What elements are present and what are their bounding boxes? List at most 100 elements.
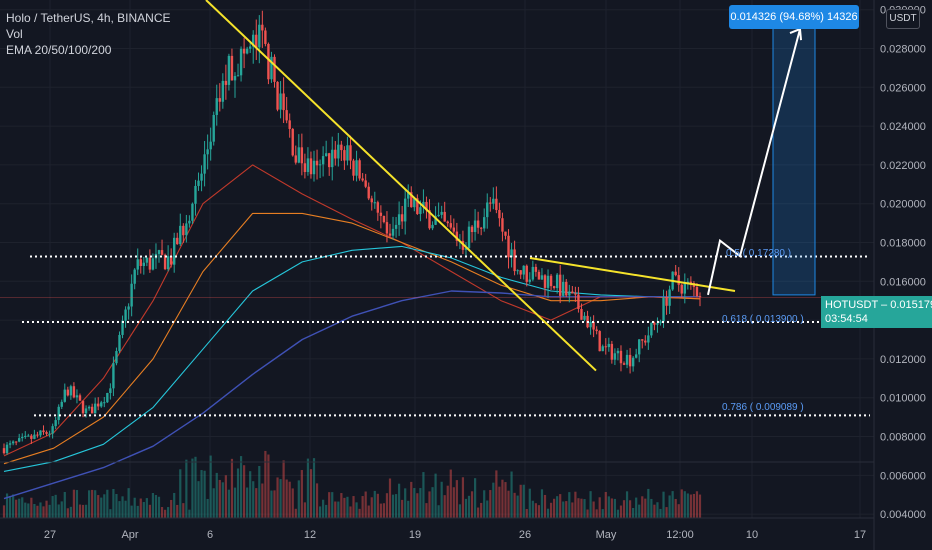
candle-body — [662, 297, 665, 322]
volume-bar — [230, 458, 234, 518]
volume-bar — [54, 494, 57, 518]
candle-body — [677, 275, 680, 285]
volume-bar — [100, 497, 103, 518]
candle-body — [644, 340, 647, 343]
volume-bar — [39, 502, 42, 518]
candle-body — [616, 350, 620, 354]
y-tick-label: 0.016000 — [880, 276, 926, 288]
volume-bar — [522, 484, 525, 518]
volume-bar — [486, 500, 489, 518]
volume-bar — [197, 481, 200, 518]
volume-bar — [379, 503, 382, 518]
candle-body — [142, 262, 146, 267]
candle-body — [583, 315, 586, 320]
candle-body — [221, 80, 225, 102]
volume-bar — [519, 484, 522, 518]
candle-body — [634, 354, 638, 358]
candle-body — [443, 211, 446, 222]
candle-body — [343, 150, 346, 161]
volume-bar — [309, 469, 313, 518]
volume-bar — [112, 489, 115, 518]
volume-bar — [613, 498, 616, 518]
volume-bar — [334, 501, 337, 518]
price-tag-value: 0.015179 — [890, 299, 932, 311]
volume-bar — [243, 465, 246, 518]
volume-bar — [458, 504, 461, 518]
candle-body — [328, 153, 331, 168]
volume-bar — [303, 502, 306, 518]
candle-body — [689, 281, 693, 284]
volume-bar — [559, 494, 562, 518]
volume-bar — [443, 495, 446, 518]
candle-body — [546, 275, 550, 288]
volume-bar — [160, 507, 164, 518]
candle-body — [370, 198, 373, 203]
measure-range-box — [772, 18, 816, 296]
candle-body — [625, 354, 629, 365]
candle-body — [185, 223, 188, 236]
last-price-tag: HOTUSDT – 0.015179 03:54:54 — [821, 296, 932, 328]
candle-body — [580, 308, 583, 320]
volume-bar — [294, 508, 297, 518]
candle-body — [440, 211, 443, 215]
ema-line — [3, 245, 700, 472]
volume-bar — [176, 504, 179, 518]
volume-bar — [498, 486, 501, 518]
candle-body — [631, 357, 635, 367]
y-tick-label: 0.010000 — [880, 393, 926, 405]
candle-body — [163, 254, 167, 270]
volume-bar — [534, 503, 537, 518]
candle-body — [203, 154, 206, 174]
candle-body — [176, 237, 179, 245]
candle-body — [100, 402, 103, 407]
volume-bar — [270, 490, 273, 518]
y-tick-label: 0.020000 — [880, 199, 926, 211]
candle-body — [531, 266, 535, 280]
symbol-title[interactable]: Holo / TetherUS, 4h, BINANCE — [6, 11, 171, 25]
drawing-tools[interactable] — [0, 0, 874, 417]
ema-indicator-label[interactable]: EMA 20/50/100/200 — [6, 43, 112, 57]
candle-body — [449, 223, 452, 228]
volume-bar — [358, 508, 361, 518]
candle-body — [504, 231, 507, 236]
volume-bar — [66, 508, 69, 518]
volume-indicator-label[interactable]: Vol — [6, 27, 23, 41]
volume-bar — [501, 479, 504, 518]
volume-bar — [562, 501, 565, 518]
candle-body — [492, 198, 495, 204]
currency-button[interactable]: USDT — [886, 9, 920, 29]
candle-body — [340, 144, 343, 151]
volume-bar — [103, 494, 106, 518]
volume-bar — [410, 481, 413, 518]
candle-body — [604, 346, 607, 348]
volume-bar — [525, 509, 528, 518]
volume-bar — [367, 505, 370, 518]
volume-bar — [589, 491, 592, 518]
volume-bar — [127, 488, 130, 518]
volume-bar — [264, 450, 267, 518]
candle-body — [680, 284, 683, 294]
volume-bar — [413, 488, 416, 518]
volume-bar — [586, 509, 589, 518]
candle-body — [479, 227, 483, 229]
volume-bar — [659, 508, 662, 518]
volume-bar — [583, 499, 586, 518]
volume-bar — [662, 491, 665, 518]
candle-body — [173, 237, 176, 265]
volume-bar — [136, 505, 139, 518]
volume-bar — [507, 490, 510, 518]
candle-body — [297, 147, 301, 163]
volume-bar — [504, 482, 507, 518]
y-tick-label: 0.004000 — [880, 509, 926, 521]
candle-body — [486, 202, 489, 218]
volume-bar — [343, 497, 346, 518]
volume-bar — [12, 494, 15, 518]
volume-bar — [5, 493, 9, 518]
volume-bar — [568, 492, 571, 518]
candle-body — [33, 434, 36, 439]
candle-body — [555, 274, 559, 289]
candle-body — [200, 173, 203, 181]
volume-bar — [24, 502, 27, 518]
volume-bar — [212, 488, 215, 518]
